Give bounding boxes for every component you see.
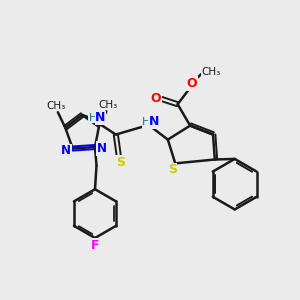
- Text: S: S: [116, 156, 125, 169]
- Text: H: H: [88, 113, 97, 123]
- Text: H: H: [142, 117, 151, 127]
- Text: S: S: [168, 164, 177, 176]
- Text: N: N: [97, 142, 106, 155]
- Text: CH₃: CH₃: [201, 68, 220, 77]
- Text: N: N: [95, 111, 106, 124]
- Text: N: N: [149, 115, 159, 128]
- Text: CH₃: CH₃: [47, 101, 66, 111]
- Text: O: O: [151, 92, 161, 105]
- Text: O: O: [187, 77, 197, 90]
- Text: N: N: [61, 144, 71, 158]
- Text: F: F: [91, 239, 99, 252]
- Text: CH₃: CH₃: [98, 100, 117, 110]
